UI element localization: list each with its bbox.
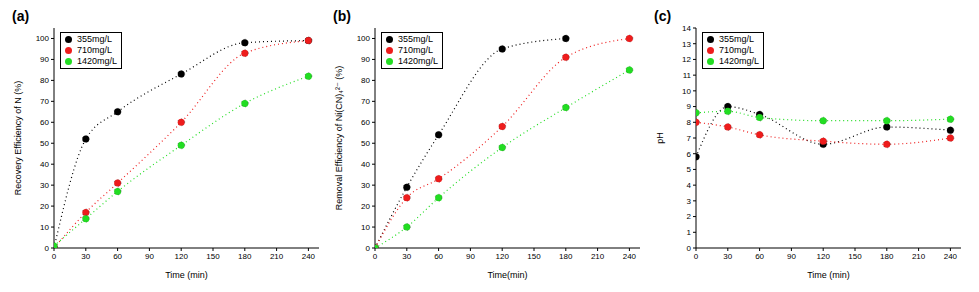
svg-text:Recovery Efficiency of N (%): Recovery Efficiency of N (%)	[13, 81, 23, 195]
svg-text:90: 90	[466, 252, 475, 261]
html-text:(a): (a)	[12, 8, 30, 24]
html-text:355mg/L: 355mg/L	[77, 34, 112, 44]
svg-text:8: 8	[687, 118, 692, 127]
html-text:1420mg/L: 1420mg/L	[719, 56, 759, 66]
svg-text:20: 20	[361, 202, 370, 211]
svg-text:12: 12	[682, 55, 691, 64]
svg-text:30: 30	[40, 181, 49, 190]
svg-text:10: 10	[40, 223, 49, 232]
svg-text:30: 30	[402, 252, 411, 261]
svg-text:80: 80	[40, 76, 49, 85]
svg-text:4: 4	[687, 181, 692, 190]
svg-text:14: 14	[682, 24, 691, 33]
svg-text:40: 40	[40, 160, 49, 169]
svg-text:120: 120	[817, 252, 831, 261]
svg-text:0: 0	[366, 244, 371, 253]
svg-text:150: 150	[848, 252, 862, 261]
svg-text:30: 30	[361, 181, 370, 190]
html-text:(c): (c)	[654, 8, 672, 24]
svg-text:210: 210	[591, 252, 605, 261]
svg-text:90: 90	[787, 252, 796, 261]
svg-text:20: 20	[40, 202, 49, 211]
svg-text:180: 180	[238, 252, 252, 261]
svg-text:80: 80	[361, 76, 370, 85]
html-text:710mg/L: 710mg/L	[77, 45, 112, 55]
svg-text:0: 0	[52, 252, 57, 261]
svg-text:3: 3	[687, 197, 692, 206]
svg-text:pH: pH	[655, 132, 665, 144]
svg-text:30: 30	[81, 252, 90, 261]
svg-text:2: 2	[687, 212, 692, 221]
svg-text:120: 120	[496, 252, 510, 261]
svg-text:90: 90	[40, 55, 49, 64]
svg-text:13: 13	[682, 40, 691, 49]
svg-text:90: 90	[145, 252, 154, 261]
svg-text:240: 240	[302, 252, 316, 261]
svg-text:9: 9	[687, 102, 692, 111]
svg-text:6: 6	[687, 150, 692, 159]
html-text:710mg/L: 710mg/L	[719, 45, 754, 55]
svg-text:210: 210	[912, 252, 926, 261]
svg-text:60: 60	[113, 252, 122, 261]
svg-text:60: 60	[755, 252, 764, 261]
svg-text:Time (min): Time (min)	[165, 270, 208, 280]
svg-text:7: 7	[687, 134, 692, 143]
svg-text:10: 10	[361, 223, 370, 232]
svg-text:60: 60	[361, 118, 370, 127]
svg-text:70: 70	[40, 97, 49, 106]
svg-text:100: 100	[357, 34, 371, 43]
svg-text:11: 11	[683, 71, 692, 80]
svg-text:0: 0	[373, 252, 378, 261]
svg-text:180: 180	[880, 252, 894, 261]
svg-text:50: 50	[40, 139, 49, 148]
html-text:355mg/L: 355mg/L	[719, 34, 754, 44]
svg-text:5: 5	[687, 165, 692, 174]
svg-text:240: 240	[944, 252, 958, 261]
html-text:1420mg/L: 1420mg/L	[77, 56, 117, 66]
svg-text:120: 120	[175, 252, 189, 261]
svg-text:1: 1	[687, 228, 692, 237]
html-text:1420mg/L: 1420mg/L	[398, 56, 438, 66]
svg-text:0: 0	[687, 244, 692, 253]
svg-text:0: 0	[694, 252, 699, 261]
svg-text:100: 100	[36, 34, 50, 43]
svg-text:60: 60	[434, 252, 443, 261]
svg-text:0: 0	[45, 244, 50, 253]
svg-text:90: 90	[361, 55, 370, 64]
svg-text:240: 240	[623, 252, 637, 261]
svg-text:70: 70	[361, 97, 370, 106]
svg-text:60: 60	[40, 118, 49, 127]
svg-text:Time(min): Time(min)	[487, 270, 527, 280]
html-text:355mg/L: 355mg/L	[398, 34, 433, 44]
svg-text:180: 180	[559, 252, 573, 261]
svg-text:30: 30	[723, 252, 732, 261]
svg-text:10: 10	[682, 87, 691, 96]
svg-text:150: 150	[527, 252, 541, 261]
html-text:710mg/L: 710mg/L	[398, 45, 433, 55]
html-text:(b): (b)	[333, 8, 351, 24]
svg-text:Time (min): Time (min)	[807, 270, 850, 280]
svg-text:210: 210	[270, 252, 284, 261]
svg-text:40: 40	[361, 160, 370, 169]
svg-text:150: 150	[206, 252, 220, 261]
svg-text:50: 50	[361, 139, 370, 148]
svg-text:Removal Efficiency of Ni(CN)₄²: Removal Efficiency of Ni(CN)₄²⁻ (%)	[334, 66, 344, 210]
